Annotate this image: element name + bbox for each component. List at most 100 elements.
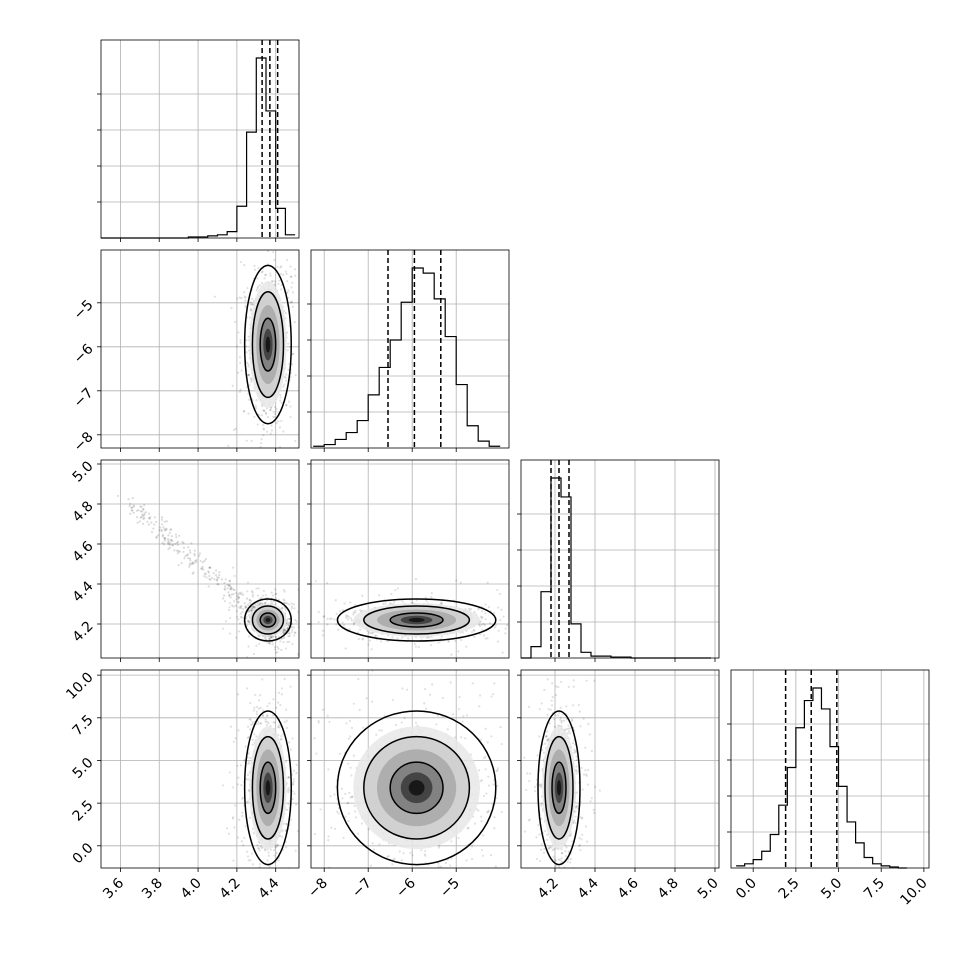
sample-point [228, 602, 232, 605]
sample-point [258, 634, 261, 638]
sample-point [335, 612, 338, 616]
sample-point [305, 636, 307, 638]
sample-point [252, 299, 255, 303]
sample-point [296, 615, 298, 617]
sample-point [367, 643, 370, 646]
sample-point [286, 349, 289, 352]
sample-point [132, 505, 136, 508]
sample-point [263, 636, 266, 639]
sample-point [283, 628, 286, 632]
sample-point [271, 466, 273, 468]
sample-point [190, 563, 194, 566]
contour-level-2 [251, 605, 285, 635]
sample-point [161, 533, 165, 536]
sample-point [244, 299, 247, 302]
sample-point [233, 574, 236, 578]
sample-point [284, 609, 287, 612]
sample-point [136, 515, 139, 519]
sample-point [287, 631, 291, 634]
sample-point [152, 527, 155, 530]
sample-point [160, 518, 164, 521]
sample-point [249, 307, 253, 310]
sample-point [536, 627, 538, 629]
sample-point [484, 637, 487, 640]
sample-point [264, 593, 267, 597]
sample-point [161, 541, 164, 544]
contour-level-3 [389, 612, 444, 628]
sample-point [251, 722, 254, 726]
sample-point [258, 414, 261, 417]
sample-point [202, 568, 205, 571]
sample-point [259, 706, 262, 710]
sample-point [326, 582, 329, 585]
sample-point [479, 615, 483, 618]
sample-point [218, 571, 221, 574]
sample-point [481, 628, 484, 631]
sample-point [150, 530, 154, 534]
sample-point [237, 618, 240, 621]
sample-point [183, 557, 186, 560]
sample-point [231, 604, 234, 607]
sample-point [290, 818, 293, 821]
sample-point [192, 571, 195, 574]
sample-point [502, 615, 505, 618]
sample-point [248, 374, 251, 377]
sample-point [293, 607, 296, 610]
sample-point [239, 260, 242, 264]
sample-point [283, 483, 285, 485]
sample-point [251, 591, 254, 594]
sample-point [257, 602, 260, 605]
sample-point [240, 616, 243, 619]
sample-point [289, 685, 292, 688]
sample-point [143, 513, 146, 517]
sample-point [333, 618, 336, 621]
sample-point [303, 603, 305, 605]
sample-point [209, 566, 212, 569]
sample-point [293, 634, 296, 637]
sample-point [510, 596, 512, 598]
sample-point [274, 845, 278, 848]
sample-point [269, 408, 272, 411]
sample-point [168, 546, 171, 549]
sample-point [454, 639, 457, 643]
sample-point [168, 543, 172, 546]
sample-point [283, 628, 287, 631]
sample-point [284, 601, 287, 605]
sample-point [272, 250, 275, 254]
sample-point [214, 574, 218, 577]
sample-point [275, 407, 278, 411]
sample-point [240, 615, 243, 618]
sample-point [251, 607, 254, 611]
sample-point [252, 605, 255, 608]
sample-point [241, 797, 244, 800]
sample-point [285, 404, 288, 407]
sample-point [247, 373, 250, 376]
sample-point [461, 631, 464, 634]
sample-point [264, 273, 268, 277]
sample-point [314, 580, 317, 583]
sample-point [165, 520, 168, 523]
sample-point [233, 826, 236, 829]
sample-point [286, 291, 289, 294]
sample-point [200, 567, 204, 570]
sample-point [287, 623, 290, 626]
sample-point [131, 506, 134, 509]
sample-point [214, 569, 218, 572]
sample-point [200, 567, 203, 570]
sample-point [359, 609, 362, 612]
sample-point [139, 516, 142, 519]
sample-point [258, 866, 261, 868]
sample-point [234, 320, 237, 324]
sample-point [280, 637, 283, 641]
sample-point [488, 622, 492, 625]
sample-point [240, 784, 243, 787]
density-panel-1-4 [97, 669, 300, 872]
sample-point [232, 605, 235, 608]
sample-point [142, 522, 145, 525]
histogram-panel-2 [307, 249, 510, 452]
sample-point [238, 622, 242, 625]
sample-point [245, 351, 248, 354]
sample-point [277, 282, 280, 285]
sample-point [425, 599, 428, 602]
sample-point [266, 466, 268, 468]
